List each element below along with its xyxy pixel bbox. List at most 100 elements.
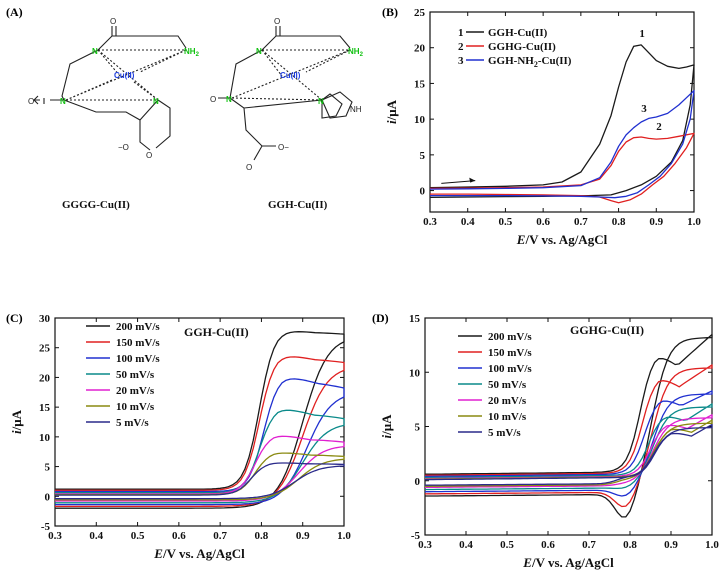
chart-b-sweep-arrow [441,180,476,184]
chart-c-xtick-label: 0.7 [213,530,227,542]
chart-c-ylabel: i/μA [9,409,24,434]
chart-c-ytick-label: 10 [39,432,51,444]
panel-d-label: (D) [372,311,389,325]
chart-c-title: GGH-Cu(II) [184,325,249,339]
chart-b-ytick-label: 15 [414,78,426,90]
chart-b-frame [429,11,695,213]
chart-c-series-line [55,356,345,508]
panel-b-label: (B) [382,5,398,19]
chart-c-ytick-label: 25 [39,343,51,355]
mol1-dashed-bonds [65,49,187,101]
chart-c-xtick-label: 0.9 [296,530,310,542]
mol1-carbonyl-left [33,95,45,105]
chart-d-series-line [424,423,713,486]
chart-c-series-line [55,378,345,506]
chart-c-ytick-label: 30 [39,313,51,325]
chart-c-ytick-label: 20 [39,372,51,384]
chart-c-legend-label: 20 mV/s [116,385,155,397]
chart-c-xtick-label: 0.6 [172,530,186,542]
chart-b-legend-label: GGHG-Cu(II) [488,41,556,53]
chart-c-xtick-label: 0.3 [48,530,62,542]
mol2-o-bottom: O [246,163,252,172]
chart-b-legend-number: 1 [458,27,464,39]
chart-c-ytick-label: 0 [45,491,51,503]
mol2-cu: Cu(II) [280,71,301,80]
chart-b-xtick-label: 0.9 [649,216,663,228]
mol1-n2: N [60,97,66,106]
chart-d-xtick-label: 0.9 [664,539,678,551]
mol2-o-left: O [210,95,216,104]
chart-b-xtick-label: 0.5 [499,216,513,228]
mol2-n2: N [226,95,232,104]
mol2-name: GGH-Cu(II) [268,199,328,211]
chart-b-series-line [429,89,695,199]
chart-d-series-line [425,333,713,518]
chart-b-xtick-label: 0.6 [536,216,550,228]
chart-d-legend-label: 20 mV/s [488,395,527,407]
mol1-nh2: NH2 [184,47,200,58]
mol1-o-top: O [110,17,116,26]
chart-c-xtick-label: 1.0 [337,530,351,542]
chart-d-ylabel: i/μA [379,414,394,439]
chart-c-legend-label: 150 mV/s [116,337,160,349]
chart-d-ytick-label: 5 [415,422,421,434]
chart-c-legend-label: 100 mV/s [116,353,160,365]
chart-d-series-line [425,390,713,497]
chart-b-curve-number: 2 [656,121,662,133]
chart-b-ytick-label: 10 [414,114,426,126]
chart-b-legend-label: GGH-Cu(II) [488,27,548,39]
chart-d: 0.3 0.4 0.5 0.6 0.7 0.8 0.9 1.0 -5 0 5 10 15 E/V vs. … [379,313,719,570]
chart-b-curve-number: 3 [641,103,647,115]
mol1-o-minus: −O [118,143,129,152]
chart-c: 0.3 0.4 0.5 0.6 0.7 0.8 0.9 1.0 -5 0 5 10 15 20 25 30 E/… [9,313,351,561]
mol1-bonds [50,26,187,151]
chart-d-legend-label: 150 mV/s [488,347,532,359]
chart-d-legend-label: 100 mV/s [488,363,532,375]
chart-b-legend-number: 3 [458,55,464,67]
chart-d-xlabel: E/V vs. Ag/AgCl [522,555,614,570]
chart-b-ytick-label: 0 [420,186,426,198]
molecule-gggg [33,26,187,151]
chart-d-xtick-label: 0.7 [582,539,596,551]
mol2-n3: N [318,97,324,106]
chart-d-series-line [425,403,713,491]
chart-d-xtick-label: 0.5 [500,539,514,551]
chart-d-xtick-label: 1.0 [705,539,719,551]
molecule-ggh [218,26,353,161]
mol2-o-top: O [274,17,280,26]
chart-d-ytick-label: 0 [415,476,421,488]
chart-b-xtick-label: 0.3 [423,216,437,228]
chart-c-ytick-label: 5 [45,462,51,474]
chart-b-legend-label: GGH-NH2-Cu(II) [488,55,572,69]
chart-c-xtick-label: 0.4 [89,530,103,542]
chart-d-legend-label: 200 mV/s [488,331,532,343]
chart-b-series-line [429,132,695,204]
mol2-nh2: NH2 [348,47,364,58]
mol1-cu: Cu(II) [114,71,135,80]
chart-b-sweep-arrowhead [469,177,476,183]
chart-c-ytick-label: 15 [39,402,51,414]
chart-c-legend-label: 50 mV/s [116,369,155,381]
mol2-bonds [218,26,351,161]
chart-d-xtick-label: 0.6 [541,539,555,551]
chart-b-xtick-label: 0.8 [612,216,626,228]
chart-c-legend-label: 10 mV/s [116,401,155,413]
chart-b: 0.3 0.4 0.5 0.6 0.7 0.8 0.9 1.0 0 5 10 15 20 25 E/V vs… [384,7,701,247]
chart-c-xtick-label: 0.8 [255,530,269,542]
chart-d-title: GGHG-Cu(II) [570,323,644,337]
chart-c-xlabel: E/V vs. Ag/AgCl [153,546,245,561]
panel-c-label: (C) [6,311,23,325]
chart-b-xtick-label: 0.7 [574,216,588,228]
chart-b-series-line [429,44,695,199]
panel-a-label: (A) [6,5,23,19]
mol1-n3: N [153,97,159,106]
mol1-o-bottom: O [146,151,152,160]
chart-c-ytick-label: -5 [41,521,51,533]
chart-d-ytick-label: -5 [411,530,421,542]
chart-b-ytick-label: 25 [414,7,426,19]
chart-b-curve-number: 1 [639,28,645,40]
mol2-dashed-bonds [231,49,351,101]
chart-b-xlabel: E/V vs. Ag/AgCl [516,232,608,247]
chart-c-series-line [55,409,345,504]
chart-c-series-line [55,331,345,509]
